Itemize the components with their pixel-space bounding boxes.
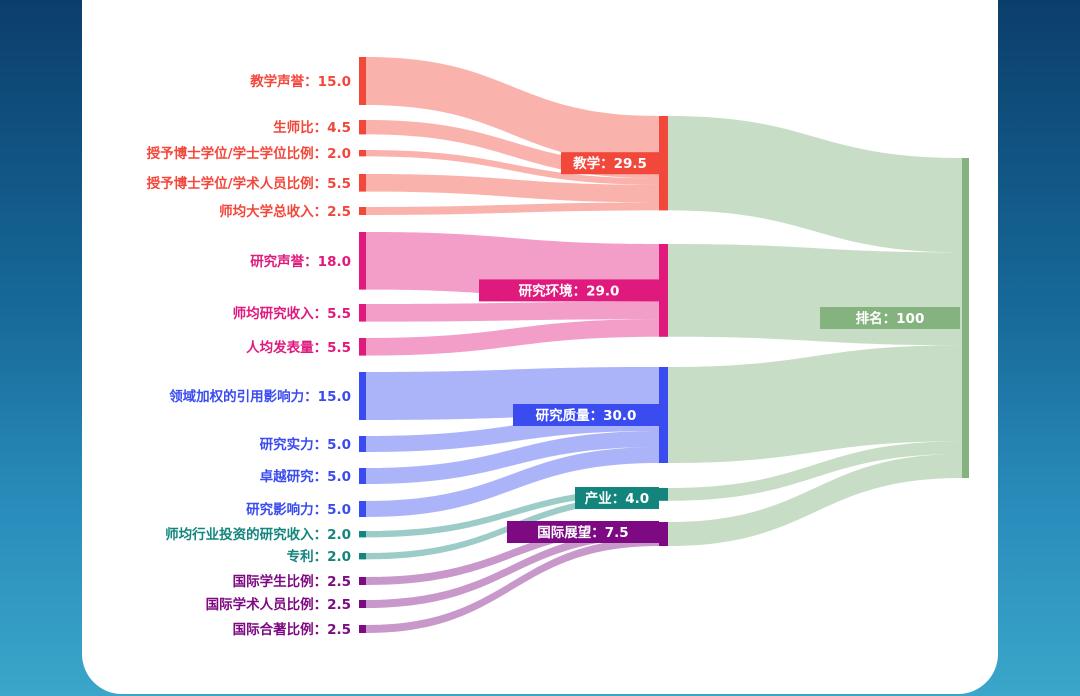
middle-node-2 <box>659 367 668 463</box>
source-node-6 <box>359 304 366 322</box>
sankey-link-source-11 <box>366 447 659 517</box>
source-label-10: 卓越研究：5.0 <box>260 468 351 485</box>
sankey-link-source-4 <box>366 202 659 215</box>
source-node-14 <box>359 577 366 585</box>
source-label-3: 授予博士学位/学术人员比例：5.5 <box>147 175 351 192</box>
sankey-nodes <box>359 57 969 633</box>
source-label-13: 专利：2.0 <box>287 548 351 565</box>
middle-node-3 <box>659 488 668 501</box>
source-label-4: 师均大学总收入：2.5 <box>219 203 351 220</box>
source-label-1: 生师比：4.5 <box>273 119 351 136</box>
source-label-15: 国际学术人员比例：2.5 <box>206 596 351 613</box>
sankey-diagram: 教学声誉：15.0 生师比：4.5 授予博士学位/学士学位比例：2.0 授予博士学位/… <box>147 57 969 638</box>
source-label-7: 人均发表量：5.5 <box>246 339 351 356</box>
middle-label-1: 研究环境：29.0 <box>519 282 620 299</box>
source-node-11 <box>359 501 366 517</box>
source-node-4 <box>359 207 366 215</box>
sankey-labels: 教学声誉：15.0 生师比：4.5 授予博士学位/学士学位比例：2.0 授予博士学位/… <box>147 73 960 638</box>
source-node-2 <box>359 150 366 157</box>
sankey-links <box>366 57 962 633</box>
middle-label-0: 教学：29.5 <box>573 155 647 172</box>
sankey-link-source-12 <box>366 488 659 538</box>
final-label-box <box>820 307 960 329</box>
middle-label-box-0 <box>561 152 659 175</box>
source-node-9 <box>359 436 366 452</box>
sankey-link-source-7 <box>366 319 659 356</box>
middle-label-box-1 <box>479 279 659 302</box>
middle-label-box-2 <box>513 404 659 426</box>
source-label-11: 研究影响力：5.0 <box>246 501 351 518</box>
source-node-3 <box>359 174 366 192</box>
source-label-9: 研究实力：5.0 <box>260 436 351 453</box>
sankey-link-middle-2 <box>668 345 962 463</box>
source-node-15 <box>359 600 366 608</box>
sankey-link-source-15 <box>366 530 659 608</box>
final-node <box>962 158 969 478</box>
middle-label-box-4 <box>507 521 659 543</box>
source-node-5 <box>359 232 366 290</box>
sankey-link-source-6 <box>366 301 659 322</box>
sankey-link-middle-1 <box>668 244 962 346</box>
middle-label-4: 国际展望：7.5 <box>537 524 628 541</box>
source-label-16: 国际合著比例：2.5 <box>233 621 351 638</box>
sankey-link-source-2 <box>366 150 659 185</box>
source-node-8 <box>359 372 366 420</box>
source-node-10 <box>359 468 366 484</box>
source-node-12 <box>359 531 366 538</box>
source-label-8: 领域加权的引用影响力：15.0 <box>169 388 351 405</box>
source-label-14: 国际学生比例：2.5 <box>233 573 351 590</box>
middle-label-3: 产业：4.0 <box>585 490 649 507</box>
middle-node-0 <box>659 116 668 211</box>
source-node-13 <box>359 553 366 560</box>
final-label: 排名：100 <box>856 310 925 327</box>
source-label-2: 授予博士学位/学士学位比例：2.0 <box>147 145 351 162</box>
middle-node-4 <box>659 522 668 546</box>
chart-card: 教学声誉：15.0 生师比：4.5 授予博士学位/学士学位比例：2.0 授予博士学位/… <box>82 0 998 694</box>
source-label-5: 研究声誉：18.0 <box>250 253 351 270</box>
middle-node-1 <box>659 244 668 337</box>
sankey-link-source-10 <box>366 431 659 484</box>
source-node-16 <box>359 625 366 633</box>
sankey-link-source-0 <box>366 57 659 164</box>
source-node-0 <box>359 57 366 105</box>
source-node-1 <box>359 120 366 135</box>
sankey-link-source-3 <box>366 174 659 203</box>
source-node-7 <box>359 338 366 356</box>
source-label-12: 师均行业投资的研究收入：2.0 <box>165 526 351 543</box>
sankey-link-source-14 <box>366 522 659 585</box>
source-label-0: 教学声誉：15.0 <box>250 73 351 90</box>
middle-label-2: 研究质量：30.0 <box>536 407 637 424</box>
middle-label-box-3 <box>575 487 659 509</box>
sankey-link-middle-3 <box>668 441 962 501</box>
sankey-link-middle-4 <box>668 454 962 546</box>
sankey-link-middle-0 <box>668 116 962 253</box>
source-label-6: 师均研究收入：5.5 <box>233 305 351 322</box>
sankey-link-source-16 <box>366 538 659 633</box>
